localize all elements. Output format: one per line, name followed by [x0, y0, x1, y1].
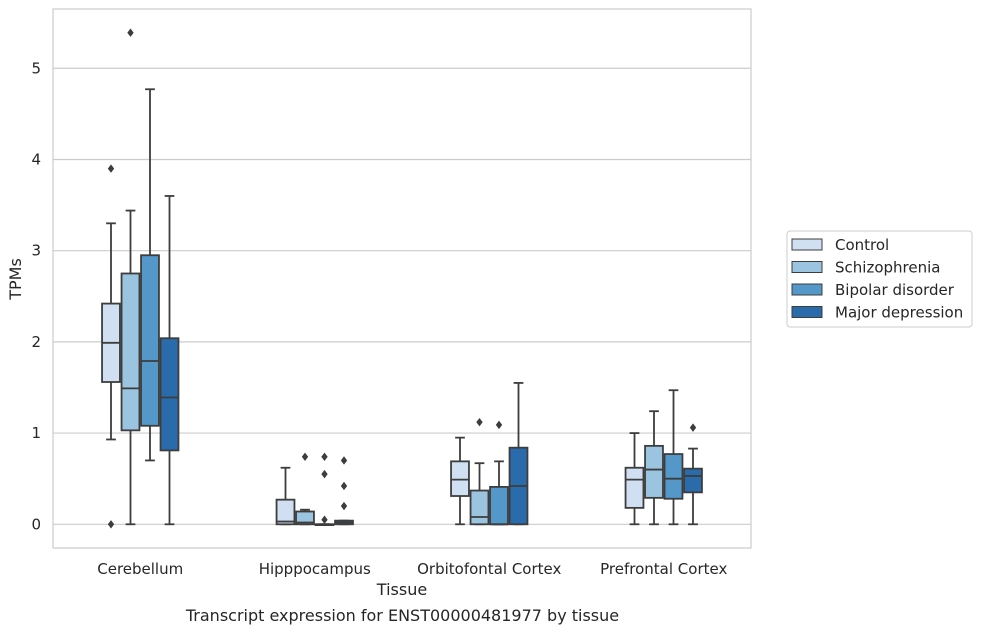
- box: [120, 28, 141, 526]
- box-body: [159, 337, 180, 452]
- legend-entry-label: Major depression: [835, 304, 963, 322]
- box: [508, 382, 529, 526]
- outlier-point: [127, 28, 134, 37]
- outlier-point: [107, 520, 115, 529]
- plot-frame: [52, 8, 752, 549]
- legend-entry-label: Schizophrenia: [835, 259, 940, 277]
- outlier-point: [321, 469, 328, 479]
- box: [334, 456, 354, 526]
- outlier-point: [476, 417, 483, 427]
- y-tick-label: 3: [31, 242, 41, 260]
- box: [101, 164, 121, 529]
- x-tick-label: Prefrontal Cortex: [600, 560, 727, 578]
- box: [469, 417, 490, 526]
- series-bipolar-disorder: [140, 88, 684, 526]
- outlier-point: [340, 456, 348, 465]
- y-tick-label: 4: [31, 150, 41, 168]
- y-axis-label: TPMs: [6, 258, 25, 301]
- y-tick-label: 1: [31, 424, 41, 442]
- series-schizophrenia: [120, 28, 664, 526]
- x-tick-label: Orbitofontal Cortex: [417, 560, 561, 578]
- box-body: [489, 485, 509, 526]
- outlier-point: [340, 481, 348, 491]
- figure-caption: Transcript expression for ENST0000048197…: [185, 606, 620, 625]
- box-body: [120, 272, 141, 432]
- box: [489, 420, 509, 526]
- outlier-point: [340, 501, 348, 511]
- box: [295, 452, 315, 526]
- box: [159, 195, 180, 526]
- legend: Control Schizophrenia Bipolar disorder Majo…: [786, 230, 973, 328]
- x-axis-label: Tissue: [376, 580, 427, 599]
- box: [140, 88, 160, 462]
- series-major-depression: [159, 195, 703, 526]
- box: [450, 436, 470, 526]
- box-body: [644, 444, 664, 499]
- box-body: [683, 467, 703, 494]
- x-axis-ticks: Cerebellum Hipppocampus Orbitofontal Corte…: [97, 560, 727, 578]
- outlier-point: [107, 164, 115, 173]
- legend-swatch: [791, 283, 823, 296]
- legend-swatch: [791, 261, 823, 273]
- box-body: [140, 254, 160, 427]
- legend-swatch: [791, 238, 823, 251]
- box: [624, 432, 645, 526]
- box: [663, 389, 684, 526]
- box-body: [624, 466, 645, 509]
- box-body: [295, 510, 315, 526]
- box: [314, 452, 335, 526]
- series-control: [101, 164, 645, 529]
- box-body: [275, 498, 296, 526]
- box-groups: [101, 28, 703, 529]
- y-axis-ticks: 0 1 2 3 4 5: [31, 59, 41, 533]
- legend-entry-label: Control: [835, 236, 889, 254]
- legend-swatch: [791, 306, 823, 318]
- y-tick-label: 2: [31, 333, 41, 351]
- box-body: [450, 460, 470, 497]
- outlier-point: [689, 423, 697, 432]
- outlier-point: [321, 452, 328, 461]
- box-body: [663, 453, 684, 500]
- y-tick-label: 5: [31, 59, 41, 77]
- x-tick-label: Cerebellum: [97, 560, 183, 578]
- box: [683, 423, 703, 526]
- outlier-point: [495, 420, 503, 430]
- x-tick-label: Hipppocampus: [259, 560, 371, 578]
- y-tick-label: 0: [31, 515, 41, 533]
- legend-entry-label: Bipolar disorder: [835, 281, 955, 299]
- outlier-point: [321, 515, 328, 524]
- box-body: [469, 489, 490, 526]
- legend-frame: [786, 230, 973, 328]
- box: [275, 466, 296, 526]
- box: [644, 410, 664, 526]
- outlier-point: [301, 452, 309, 461]
